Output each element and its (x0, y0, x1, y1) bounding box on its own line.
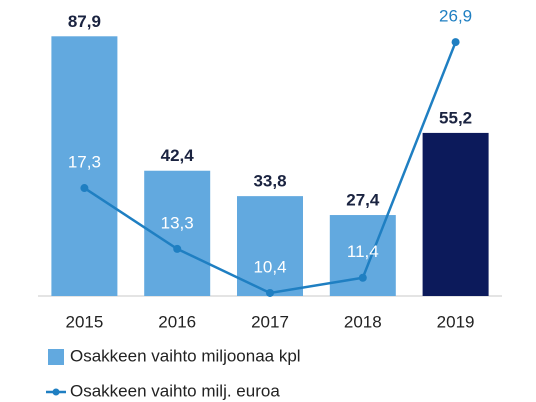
bar-value-label: 33,8 (253, 172, 286, 191)
x-tick-label: 2018 (344, 312, 382, 331)
line-marker (451, 38, 460, 47)
line-value-label: 17,3 (68, 153, 101, 172)
legend-swatch (48, 349, 64, 365)
bar-value-label: 42,4 (161, 146, 195, 165)
x-tick-label: 2015 (65, 312, 103, 331)
line-marker (266, 288, 274, 297)
line-marker (173, 244, 182, 253)
bar (51, 36, 118, 296)
x-tick-label: 2019 (437, 312, 475, 331)
bar (237, 196, 303, 296)
x-tick-label: 2017 (251, 312, 289, 331)
line-marker (358, 273, 367, 282)
bar-value-label: 27,4 (346, 191, 380, 210)
line-value-label: 13,3 (161, 213, 194, 232)
line-marker (80, 184, 89, 193)
line-value-label: 26,9 (439, 7, 472, 26)
legend-label: Osakkeen vaihto miljoonaa kpl (70, 346, 301, 365)
bar (422, 132, 489, 296)
line-value-label: 11,4 (347, 242, 379, 261)
bar-value-label: 87,9 (68, 12, 101, 31)
legend-marker (52, 388, 60, 396)
x-tick-label: 2016 (158, 312, 196, 331)
legend-label: Osakkeen vaihto milj. euroa (70, 381, 280, 400)
line-value-label: 10,4 (253, 257, 286, 276)
bar-value-label: 55,2 (439, 108, 472, 127)
